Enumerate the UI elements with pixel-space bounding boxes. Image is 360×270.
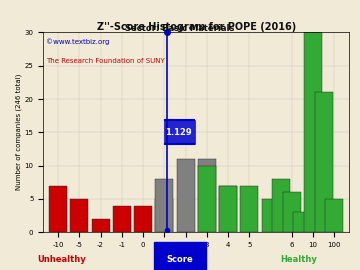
Text: Sector: Basic Materials: Sector: Basic Materials <box>125 24 235 33</box>
Bar <box>283 192 301 232</box>
Bar <box>315 92 333 232</box>
Title: Z''-Score Histogram for POPE (2016): Z''-Score Histogram for POPE (2016) <box>96 22 296 32</box>
Text: Score: Score <box>167 255 193 264</box>
Bar <box>293 212 311 232</box>
Bar <box>272 179 290 232</box>
Text: Unhealthy: Unhealthy <box>37 255 86 264</box>
Bar <box>176 159 195 232</box>
Y-axis label: Number of companies (246 total): Number of companies (246 total) <box>15 74 22 191</box>
Bar <box>91 219 109 232</box>
Bar <box>134 205 152 232</box>
Bar <box>198 159 216 232</box>
Bar <box>219 185 237 232</box>
Bar <box>49 185 67 232</box>
FancyBboxPatch shape <box>164 120 195 144</box>
Bar <box>198 166 216 232</box>
Text: Healthy: Healthy <box>280 255 317 264</box>
Bar <box>240 185 258 232</box>
Bar <box>70 199 88 232</box>
Text: 1.129: 1.129 <box>166 128 192 137</box>
Bar <box>155 179 174 232</box>
Bar <box>262 199 280 232</box>
Bar <box>325 199 343 232</box>
Bar <box>304 32 322 232</box>
Bar <box>155 199 174 232</box>
Text: ©www.textbiz.org: ©www.textbiz.org <box>46 38 110 45</box>
Bar <box>113 205 131 232</box>
Bar <box>219 185 237 232</box>
Text: The Research Foundation of SUNY: The Research Foundation of SUNY <box>46 58 165 64</box>
